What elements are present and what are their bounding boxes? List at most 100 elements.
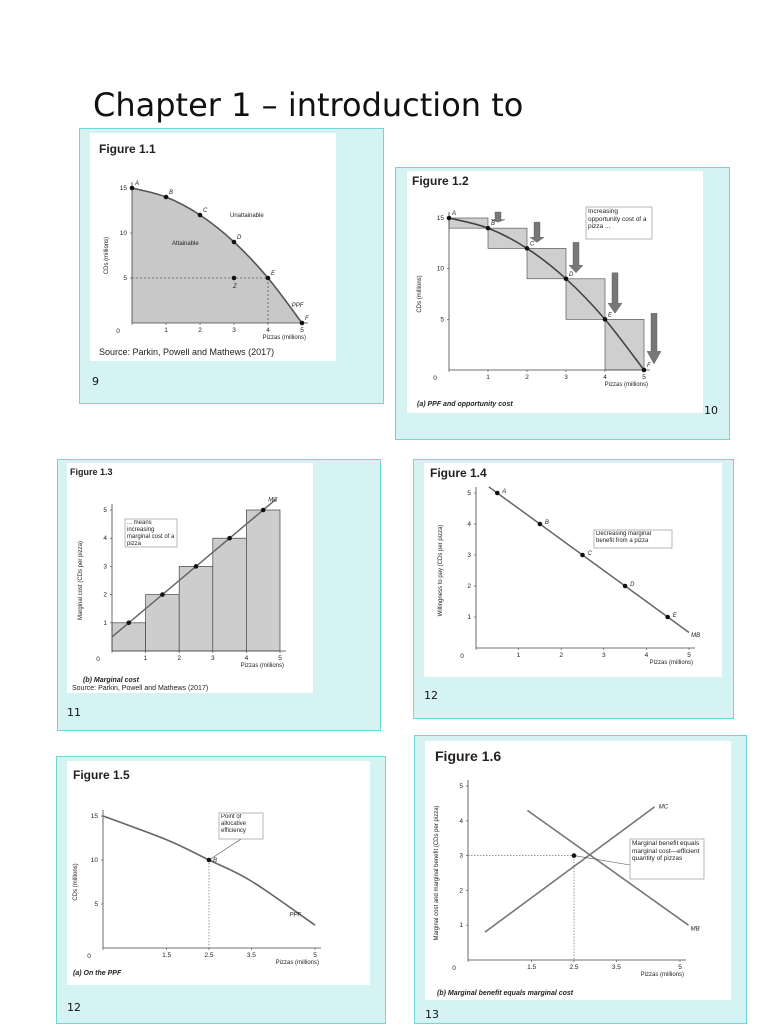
annotation-text: Decreasing marginal benefit from a pizza (596, 531, 652, 544)
bar (212, 537, 247, 652)
y-tick-label: 2 (467, 583, 471, 590)
bar (111, 622, 146, 652)
x-tick-label: 5 (687, 652, 691, 659)
x-axis-label: Pizzas (millions) (263, 335, 306, 341)
annotation-text: Marginal benefit equals marginal cost—ef… (632, 840, 700, 862)
series-label: MC (268, 498, 278, 504)
data-point (485, 225, 491, 231)
figure-title: Figure 1.3 (70, 467, 113, 477)
y-axis-label: Marginal cost and marginal benefit (CDs … (434, 805, 440, 940)
data-point (197, 212, 203, 218)
x-tick-label: 1 (486, 374, 490, 381)
data-point (524, 246, 530, 251)
x-tick-label: 2 (177, 655, 181, 662)
page-number: 12 (424, 689, 438, 702)
data-point (129, 185, 135, 191)
point-label: C (203, 208, 208, 214)
y-tick-label: 10 (437, 266, 445, 273)
x-tick-label: 0 (433, 375, 437, 382)
figure-panel-6: Figure 1.6 0 1.5 2.5 3.5 5 1 2 3 4 5 Pizzas (milli… (414, 735, 747, 1024)
x-tick-label: 5 (313, 952, 317, 959)
x-tick-label: 4 (603, 374, 607, 381)
page-number: 13 (425, 1008, 439, 1021)
x-tick-label: 1.5 (162, 952, 171, 959)
y-tick-label: 3 (467, 552, 471, 559)
data-point (580, 552, 585, 558)
data-point (231, 275, 237, 281)
data-point (563, 276, 569, 282)
y-tick-label: 1 (467, 614, 471, 621)
figure-title: Figure 1.1 (99, 142, 156, 156)
y-tick-label: 5 (467, 490, 471, 497)
figure-title: Figure 1.2 (412, 174, 469, 188)
figure-source: Source: Parkin, Powell and Mathews (2017… (99, 347, 274, 357)
x-tick-label: 1 (164, 327, 168, 334)
x-tick-label: 5 (642, 374, 646, 381)
down-arrow (607, 272, 623, 314)
y-tick-label: 5 (123, 275, 127, 282)
figure-caption: (b) Marginal cost (83, 677, 140, 684)
y-tick-label: 4 (467, 521, 471, 528)
point-label: D (569, 272, 574, 278)
data-point (665, 614, 670, 620)
y-tick-label: 15 (91, 813, 99, 820)
y-tick-label: 1 (459, 922, 463, 929)
figure-caption: (a) On the PPF (73, 970, 122, 977)
annotation-box (585, 206, 653, 240)
y-tick-label: 5 (459, 783, 463, 790)
y-tick-label: 3 (459, 853, 463, 860)
annotation-text: ... means increasing marginal cost of a … (127, 520, 175, 546)
y-tick-label: 4 (103, 535, 107, 542)
bar (178, 566, 214, 652)
x-tick-label: 5 (278, 655, 282, 662)
point-label: B (169, 190, 173, 196)
annotation-text: Increasing opportunity cost of a pizza .… (588, 208, 647, 230)
annotation-text-holder: Decreasing marginal benefit from a pizza (596, 531, 652, 544)
y-tick-label: 5 (94, 901, 98, 908)
figure-1-1-chart: Figure 1.1 0 1 2 3 4 5 5 10 15 Pizzas (millions) C… (99, 142, 309, 357)
y-tick-label: 15 (437, 215, 445, 222)
data-point (299, 320, 305, 326)
figure-1-2-image: Figure 1.2 0 1 2 3 4 5 5 10 15 Pizzas (millions) C… (407, 171, 703, 413)
data-point (495, 490, 500, 496)
series-label: MC (659, 805, 669, 811)
data-point (160, 592, 165, 597)
ppf-curve (131, 187, 303, 324)
y-tick-label: 1 (103, 620, 107, 627)
point-label: A (451, 211, 456, 217)
point-label: D (630, 582, 635, 588)
point-label: C (530, 241, 535, 247)
x-tick-label: 0 (116, 328, 120, 335)
y-axis-label: CDs (millions) (73, 863, 79, 900)
down-arrow (529, 221, 545, 243)
y-axis-label: Marginal cost (CDs per pizza) (78, 541, 84, 620)
page-number: 9 (92, 375, 99, 388)
data-point (227, 535, 232, 541)
series-label: PPF (292, 303, 304, 309)
annotation-text-holder: Increasing opportunity cost of a pizza .… (588, 208, 647, 230)
figure-panel-4: Figure 1.4 0 1 2 3 4 5 1 2 3 4 5 Pizzas (millions) W… (413, 459, 734, 719)
mc-curve (484, 806, 656, 933)
annotation-box (629, 838, 705, 880)
point-label: B (491, 221, 495, 227)
data-point (126, 620, 132, 626)
y-tick-label: 2 (459, 887, 463, 894)
figure-1-4-image: Figure 1.4 0 1 2 3 4 5 1 2 3 4 5 Pizzas (millions) W… (424, 463, 722, 677)
x-tick-label: 3 (232, 327, 236, 334)
y-axis-label: CDs (millions) (417, 275, 423, 312)
x-tick-label: 2 (198, 327, 202, 334)
data-point (602, 317, 608, 322)
attainable-region (132, 188, 302, 323)
annotation-box (593, 529, 673, 549)
figure-panel-2: Figure 1.2 0 1 2 3 4 5 5 10 15 Pizzas (millions) C… (395, 167, 730, 440)
annotation-box (218, 812, 264, 840)
figure-panel-3: Figure 1.3 0 1 2 3 4 5 1 2 3 4 5 Pizzas (millions) M… (57, 459, 381, 731)
point-label: E (271, 271, 276, 277)
x-tick-label: 0 (96, 656, 100, 663)
data-point (193, 564, 199, 569)
annotation-box (124, 518, 178, 548)
x-axis-label: Pizzas (millions) (276, 960, 319, 966)
page-number: 11 (67, 706, 81, 719)
